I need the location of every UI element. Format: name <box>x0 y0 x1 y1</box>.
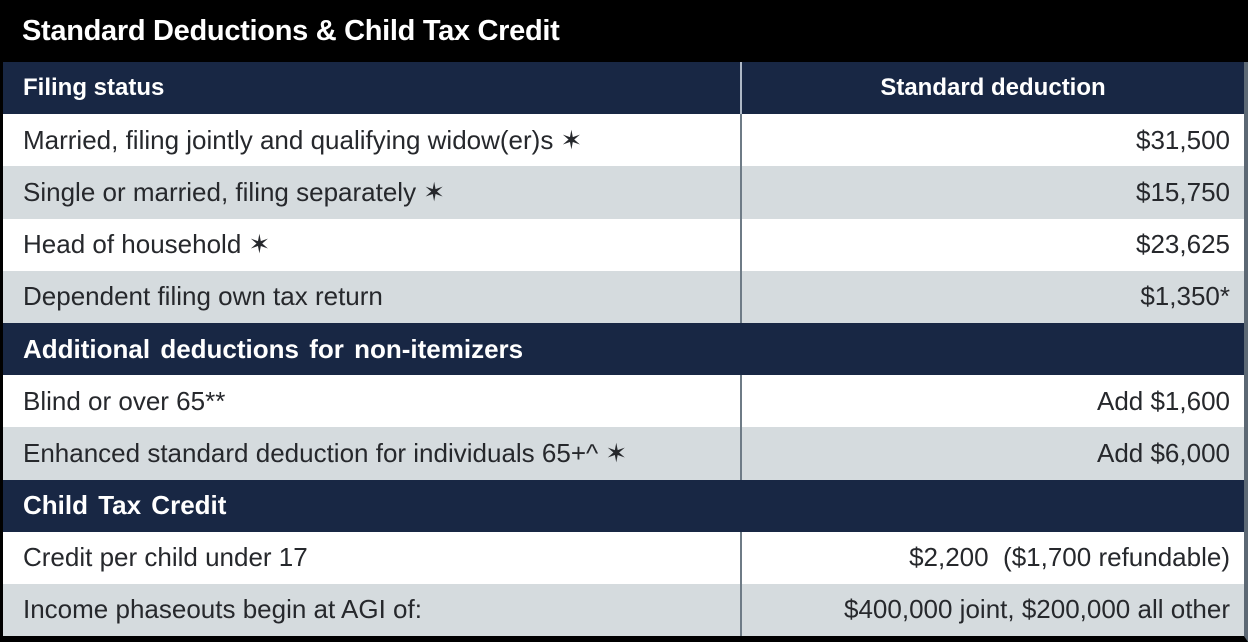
row-label: Married, filing jointly and qualifying w… <box>23 124 583 155</box>
table-row-single-separate: Single or married, filing separately ✶ $… <box>3 166 1244 219</box>
row-label: Enhanced standard deduction for individu… <box>23 437 628 468</box>
row-label: Income phaseouts begin at AGI of: <box>23 594 422 625</box>
row-label: Dependent filing own tax return <box>23 281 383 312</box>
table-row-head-of-household: Head of household ✶ $23,625 <box>3 218 1244 271</box>
section-header-additional-deductions: Additional deductions for non-itemizers <box>3 322 1244 376</box>
row-value: $15,750 <box>740 166 1244 219</box>
column-header-row: Filing status Standard deduction <box>3 62 1244 115</box>
table-title: Standard Deductions & Child Tax Credit <box>0 0 1248 62</box>
table-row-credit-per-child: Credit per child under 17 $2,200 ($1,700… <box>3 531 1244 584</box>
table-row-blind-over-65: Blind or over 65** Add $1,600 <box>3 375 1244 428</box>
row-label: Credit per child under 17 <box>23 542 308 573</box>
row-label: Head of household ✶ <box>23 229 271 260</box>
row-value: $400,000 joint, $200,000 all other <box>740 583 1244 637</box>
row-value: $23,625 <box>740 218 1244 271</box>
row-value: Add $1,600 <box>740 375 1244 428</box>
row-value: $31,500 <box>740 114 1244 167</box>
row-label: Single or married, filing separately ✶ <box>23 176 446 207</box>
table-row-enhanced-deduction-65plus: Enhanced standard deduction for individu… <box>3 427 1244 480</box>
column-header-filing-status: Filing status <box>23 74 165 102</box>
section-header-child-tax-credit: Child Tax Credit <box>3 479 1244 532</box>
row-value: Add $6,000 <box>740 427 1244 480</box>
row-label: Blind or over 65** <box>23 385 226 416</box>
row-value: $1,350* <box>740 270 1244 323</box>
table-row-income-phaseouts: Income phaseouts begin at AGI of: $400,0… <box>3 583 1244 637</box>
column-header-standard-deduction: Standard deduction <box>740 62 1244 115</box>
table-body: Filing status Standard deduction Married… <box>3 62 1244 637</box>
table-row-dependent-own-return: Dependent filing own tax return $1,350* <box>3 270 1244 323</box>
table-row-married-joint: Married, filing jointly and qualifying w… <box>3 114 1244 167</box>
row-value: $2,200 ($1,700 refundable) <box>740 531 1244 584</box>
